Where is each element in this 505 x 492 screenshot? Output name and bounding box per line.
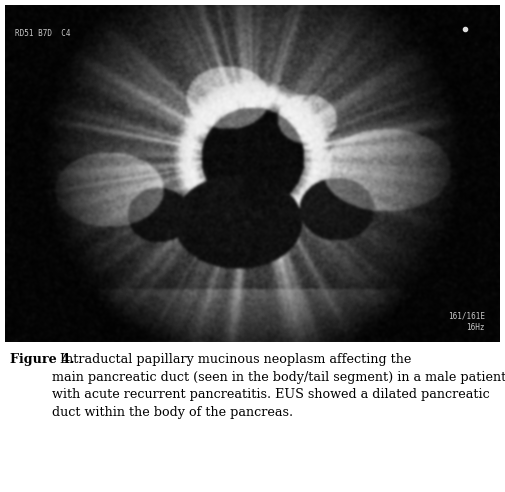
Text: Intraductal papillary mucinous neoplasm affecting the
main pancreatic duct (seen: Intraductal papillary mucinous neoplasm … [52, 353, 505, 419]
Text: RD51 B7D  C4: RD51 B7D C4 [15, 29, 71, 37]
Text: Figure 4.: Figure 4. [10, 353, 75, 367]
Text: 161/161E
16Hz: 161/161E 16Hz [448, 312, 485, 332]
